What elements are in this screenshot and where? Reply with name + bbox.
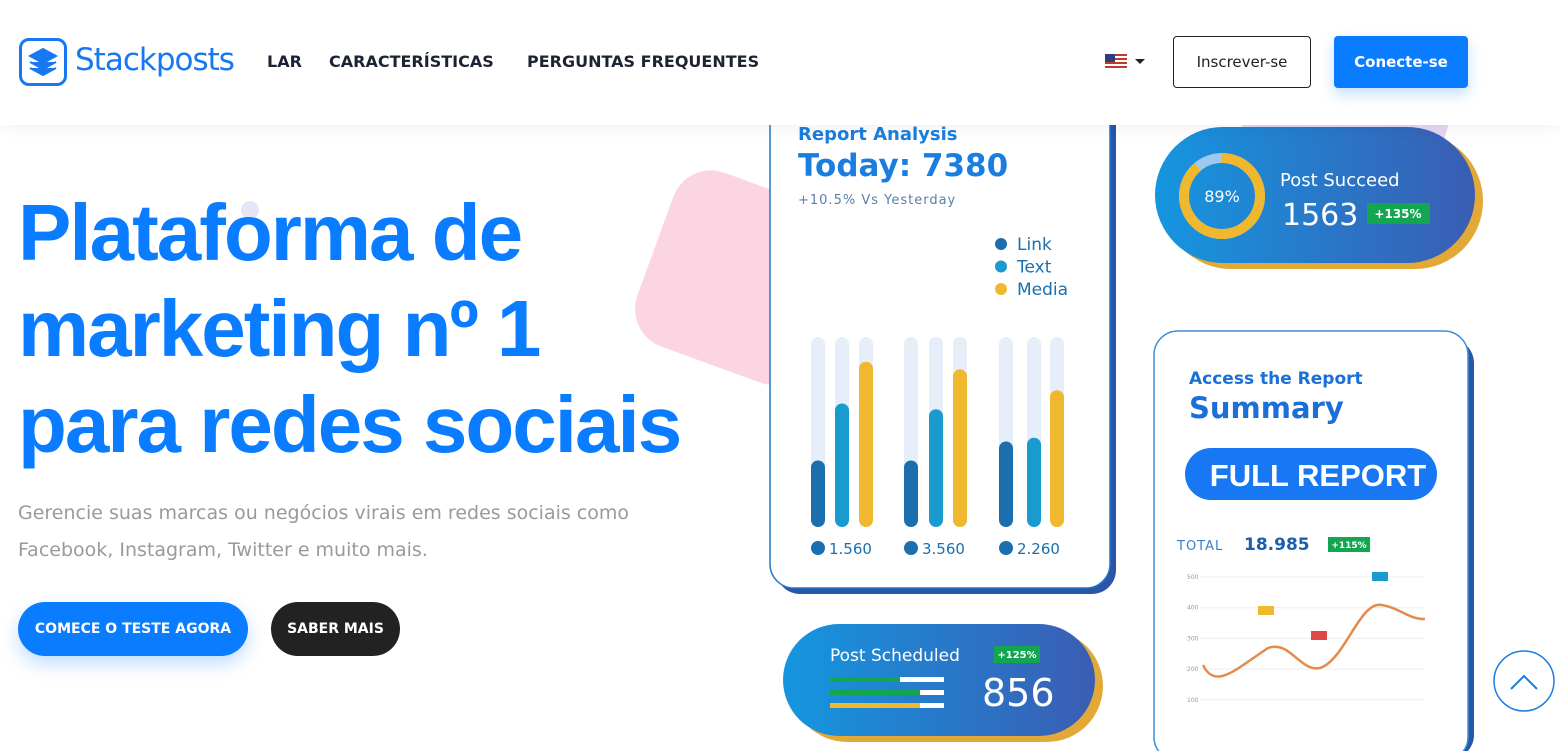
y-tick-label: 500: [1187, 574, 1199, 581]
hero-title-line: para redes sociais: [18, 380, 682, 469]
full-report-text: FULL REPORT: [1210, 458, 1426, 493]
nav-link[interactable]: PERGUNTAS FREQUENTES: [527, 52, 760, 71]
report-today: Today: 7380: [798, 148, 1008, 184]
summary-card: [1153, 330, 1469, 751]
report-title: Report Analysis: [798, 124, 957, 145]
donut-percent: 89%: [1204, 187, 1240, 206]
summary-kicker: Access the Report: [1189, 369, 1363, 389]
legend-label: Text: [1016, 258, 1052, 278]
group-label: 3.560: [922, 540, 965, 558]
post-scheduled-label: Post Scheduled: [830, 646, 960, 666]
hero-title-line: Plataforma de: [18, 188, 523, 277]
legend-dot: [995, 283, 1007, 295]
progress-fill: [830, 703, 920, 708]
hero-title-line: marketing nº 1: [18, 284, 541, 373]
legend-label: Link: [1017, 235, 1052, 255]
social-icon: [904, 541, 918, 555]
language-caret[interactable]: [1135, 59, 1145, 69]
post-scheduled-value: 856: [982, 671, 1055, 715]
hero: Plataforma de marketing nº 1 para redes …: [18, 185, 708, 569]
report-change: +10.5% Vs Yesterday: [798, 193, 956, 208]
post-succeed-value: 1563: [1282, 198, 1358, 233]
badge: [994, 646, 1040, 663]
point-tag: [1258, 606, 1274, 615]
hero-subtitle: Gerencie suas marcas ou negócios virais …: [18, 502, 630, 561]
bar: [835, 403, 849, 527]
start-trial-button[interactable]: COMECE O TESTE AGORA: [18, 602, 248, 656]
post-succeed-card: [1155, 127, 1475, 263]
social-icon: [811, 541, 825, 555]
point-tag: [1311, 631, 1327, 640]
legend-label: Media: [1017, 280, 1068, 300]
bar: [929, 409, 943, 527]
badge-text: +125%: [997, 650, 1036, 661]
badge-text: +135%: [1374, 207, 1421, 221]
bar: [811, 460, 825, 527]
point-tag: [1372, 572, 1388, 581]
badge-text: +115%: [1331, 541, 1366, 551]
bar: [1027, 437, 1041, 527]
legend-dot: [995, 260, 1007, 273]
bar: [1050, 390, 1064, 527]
bar-chart: 1.560 3.560 2.260: [811, 337, 1064, 558]
badge: [1328, 537, 1370, 552]
badge: [1367, 203, 1430, 224]
login-button[interactable]: Conecte-se: [1334, 36, 1468, 88]
summary-title: Summary: [1189, 391, 1344, 425]
header: Stackposts LAR CARACTERÍSTICAS PERGUNTAS…: [0, 0, 1560, 125]
scroll-top[interactable]: [1493, 650, 1555, 712]
legend-dot: [995, 238, 1007, 250]
group-label: 1.560: [829, 540, 872, 558]
progress-fill: [830, 690, 920, 695]
logo-text[interactable]: Stackposts: [75, 42, 235, 78]
scroll-top-icon: [1510, 674, 1538, 690]
post-succeed-label: Post Succeed: [1280, 170, 1400, 191]
total-label: TOTAL: [1176, 539, 1223, 554]
learn-more-button[interactable]: SABER MAIS: [271, 602, 400, 656]
y-tick-label: 100: [1187, 697, 1199, 704]
nav-link[interactable]: CARACTERÍSTICAS: [329, 52, 494, 71]
bar: [953, 369, 967, 527]
decor-dot: [241, 201, 259, 219]
bar: [999, 441, 1013, 527]
y-tick-label: 300: [1187, 635, 1199, 642]
logo-icon[interactable]: [19, 38, 67, 86]
language-flag[interactable]: [1105, 54, 1127, 69]
progress-fill: [830, 677, 900, 682]
trend-line: [1201, 603, 1426, 678]
donut-ring: [1179, 153, 1265, 239]
full-report-button: [1185, 448, 1437, 500]
total-value: 18.985: [1244, 535, 1310, 555]
hero-title: Plataforma de marketing nº 1 para redes …: [18, 185, 708, 473]
nav-link[interactable]: LAR: [267, 52, 302, 71]
bar: [859, 361, 873, 527]
mini-chart: 500 400 300 200 100: [1187, 572, 1426, 704]
signup-button[interactable]: Inscrever-se: [1173, 36, 1311, 88]
group-label: 2.260: [1017, 540, 1060, 558]
social-icon: [999, 541, 1013, 555]
logo-glyph: [27, 47, 59, 77]
bar: [904, 460, 918, 527]
y-tick-label: 400: [1187, 605, 1199, 612]
y-tick-label: 200: [1187, 666, 1199, 673]
